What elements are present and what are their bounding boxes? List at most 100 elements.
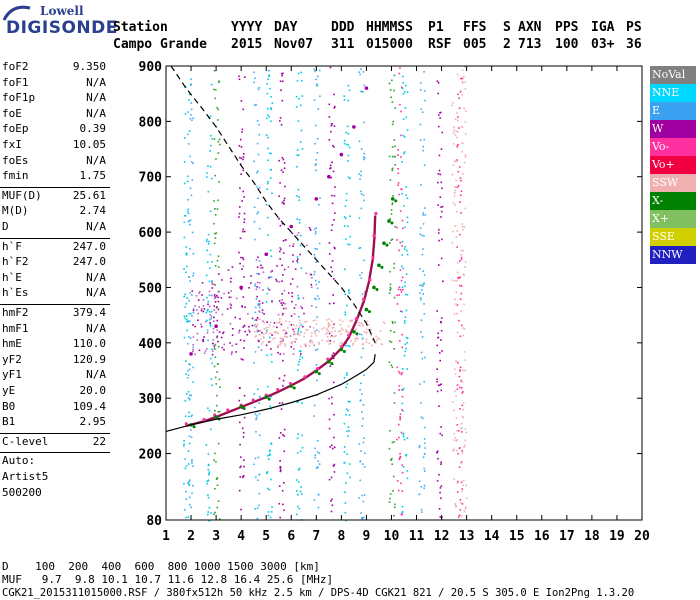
header-value: 2015	[231, 37, 263, 52]
noise-dot	[209, 428, 212, 431]
noise-dot	[459, 298, 462, 300]
noise-dot	[278, 377, 281, 380]
noise-dot	[463, 226, 466, 228]
noise-dot	[258, 227, 261, 230]
noise-dot	[333, 471, 336, 473]
ssw-dot	[330, 320, 333, 322]
spread-f-dot	[271, 300, 273, 303]
noise-dot	[460, 190, 463, 192]
param-name: foF1	[2, 75, 29, 89]
spread-f-dot	[259, 282, 261, 284]
noise-dot	[188, 435, 191, 438]
noise-dot	[401, 511, 404, 514]
noise-dot	[269, 453, 271, 456]
header-value: 015000	[366, 37, 413, 52]
noise-dot	[451, 104, 454, 107]
noise-dot	[300, 324, 303, 326]
param-name: foEp	[2, 122, 29, 136]
noise-dot	[296, 490, 298, 492]
noise-dot	[455, 179, 457, 182]
noise-dot	[461, 503, 464, 505]
x-tick-label: 8	[337, 529, 345, 544]
spread-f-dot	[309, 273, 312, 276]
noise-dot	[266, 216, 269, 219]
noise-dot	[388, 292, 391, 294]
o-trace-point	[303, 375, 307, 379]
noise-dot	[254, 406, 256, 409]
noise-dot	[452, 450, 454, 452]
noise-dot	[454, 280, 456, 282]
x-trace-point	[377, 263, 381, 268]
noise-dot	[358, 173, 361, 175]
noise-dot	[329, 66, 332, 69]
noise-dot	[438, 507, 441, 510]
noise-dot	[451, 279, 454, 282]
noise-dot	[399, 269, 402, 271]
noise-dot	[207, 513, 209, 516]
noise-dot	[422, 293, 425, 295]
noise-dot	[254, 507, 257, 510]
noise-dot	[189, 320, 191, 323]
noise-dot	[456, 384, 459, 386]
noise-dot	[364, 291, 366, 293]
noise-dot	[296, 149, 299, 151]
ssw-dot	[366, 320, 369, 323]
noise-dot	[401, 310, 404, 313]
spread-f-dot	[288, 245, 291, 247]
ssw-dot	[331, 330, 333, 333]
noise-dot	[399, 67, 401, 69]
noise-dot	[265, 329, 268, 332]
noise-dot	[283, 428, 286, 431]
noise-dot	[328, 116, 331, 118]
noise-dot	[189, 117, 191, 120]
noise-dot	[242, 257, 244, 259]
noise-dot	[402, 75, 404, 78]
noise-dot	[278, 437, 281, 439]
noise-dot	[423, 438, 426, 440]
noise-dot	[282, 240, 285, 242]
noise-dot	[269, 120, 272, 123]
noise-dot	[396, 480, 399, 482]
noise-dot	[207, 463, 210, 466]
noise-dot	[461, 80, 464, 83]
param-row: h`F2 247.0	[2, 255, 108, 271]
ssw-dot	[279, 341, 282, 344]
noise-dot	[269, 449, 271, 452]
noise-dot	[240, 358, 243, 360]
noise-dot	[454, 503, 456, 506]
noise-dot	[455, 186, 457, 188]
param-name: yF2	[2, 352, 22, 366]
noise-dot	[299, 350, 302, 353]
spread-f-dot	[255, 319, 258, 321]
spread-f-dot	[234, 316, 237, 319]
ssw-dot	[255, 326, 257, 329]
noise-dot	[399, 455, 402, 458]
noise-dot	[301, 493, 303, 495]
noise-dot	[279, 466, 282, 468]
noise-dot	[316, 295, 319, 297]
noise-dot	[279, 258, 281, 260]
noise-dot	[439, 173, 442, 176]
noise-dot	[398, 193, 401, 196]
noise-dot	[317, 460, 320, 463]
noise-dot	[439, 320, 442, 323]
noise-dot	[464, 507, 467, 510]
noise-dot	[403, 151, 406, 153]
noise-dot	[266, 385, 269, 388]
noise-dot	[296, 80, 299, 82]
ssw-dot	[365, 328, 368, 331]
noise-dot	[243, 416, 246, 419]
noise-dot	[394, 107, 397, 109]
noise-dot	[393, 514, 395, 517]
noise-dot	[398, 457, 401, 459]
noise-dot	[460, 256, 463, 259]
ssw-dot	[325, 328, 328, 331]
noise-dot	[402, 466, 405, 468]
noise-dot	[268, 336, 271, 339]
noise-dot	[343, 95, 345, 97]
noise-dot	[330, 130, 332, 133]
noise-dot	[242, 169, 245, 172]
spread-f-dot	[292, 353, 295, 355]
noise-dot	[185, 393, 188, 395]
